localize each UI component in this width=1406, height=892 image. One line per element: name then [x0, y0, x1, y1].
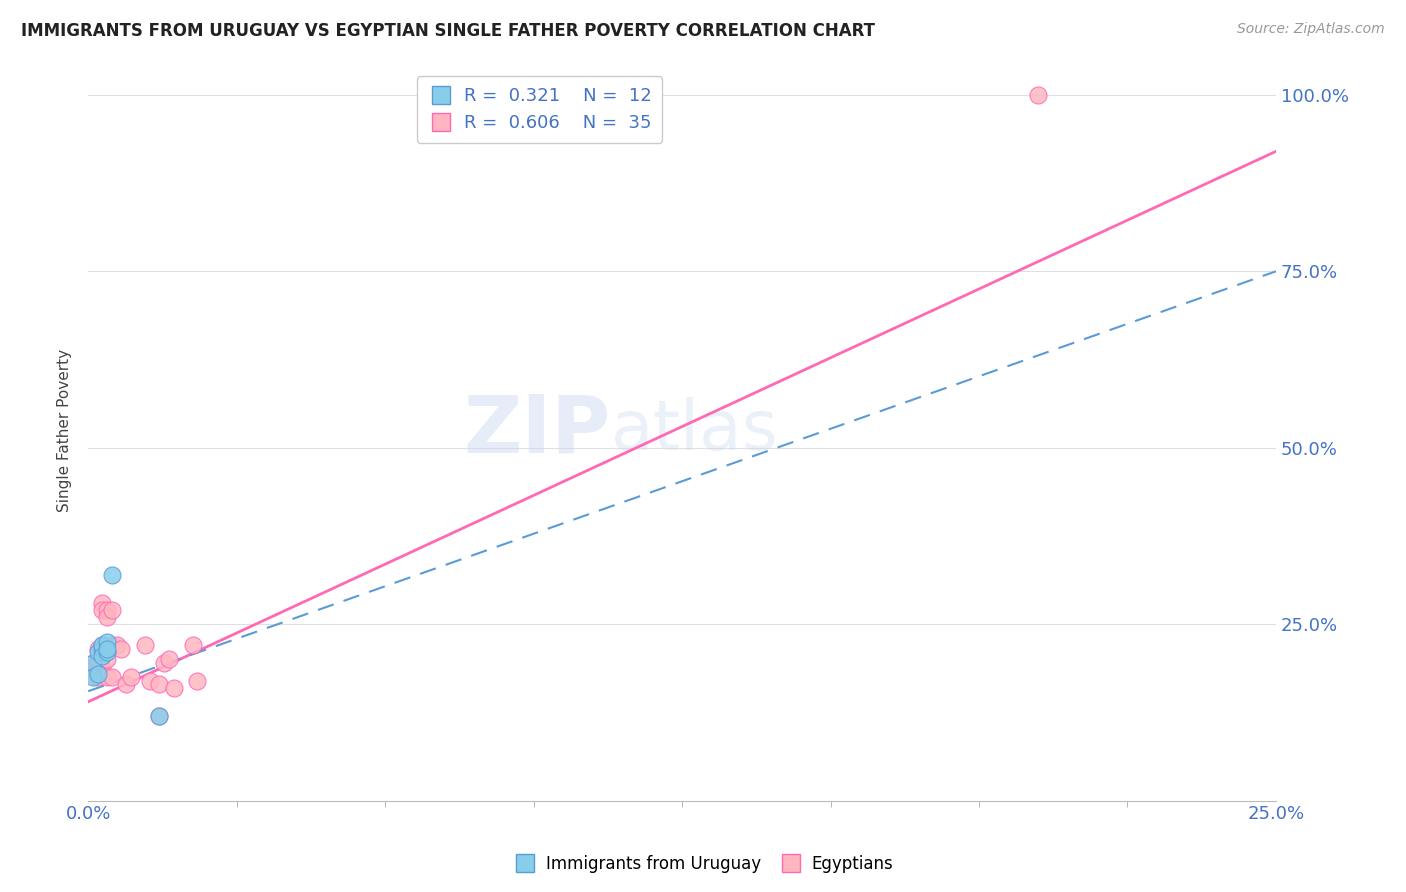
Point [101, 567, 124, 582]
Text: atlas: atlas [610, 397, 779, 464]
Point [82, 659, 104, 673]
Point [96, 610, 118, 624]
Point [1028, 87, 1050, 102]
Point [86, 645, 108, 659]
Point [82, 666, 104, 681]
Point [91, 659, 114, 673]
Point [91, 641, 114, 656]
Point [115, 677, 138, 691]
Point [181, 638, 204, 652]
Point [96, 603, 118, 617]
Point [91, 603, 114, 617]
Point [91, 638, 114, 652]
Point [91, 638, 114, 652]
Point [96, 652, 118, 666]
Text: IMMIGRANTS FROM URUGUAY VS EGYPTIAN SINGLE FATHER POVERTY CORRELATION CHART: IMMIGRANTS FROM URUGUAY VS EGYPTIAN SING… [21, 22, 875, 40]
Point [148, 677, 170, 691]
Point [163, 681, 186, 695]
Legend: R =  0.321    N =  12, R =  0.606    N =  35: R = 0.321 N = 12, R = 0.606 N = 35 [416, 76, 662, 143]
Point [86, 666, 108, 681]
Point [101, 638, 124, 652]
Point [186, 673, 208, 688]
Point [91, 648, 114, 663]
Text: ZIP: ZIP [464, 391, 610, 469]
Point [82, 670, 104, 684]
Point [148, 709, 170, 723]
Point [82, 656, 104, 670]
Point [153, 656, 176, 670]
Point [101, 603, 124, 617]
Point [86, 656, 108, 670]
Point [134, 638, 156, 652]
Point [86, 652, 108, 666]
Point [96, 645, 118, 659]
Point [91, 596, 114, 610]
Point [157, 652, 180, 666]
Point [86, 659, 108, 673]
Point [105, 638, 128, 652]
Point [86, 641, 108, 656]
Point [86, 663, 108, 677]
Point [96, 635, 118, 649]
Point [120, 670, 142, 684]
Point [86, 670, 108, 684]
Text: Source: ZipAtlas.com: Source: ZipAtlas.com [1237, 22, 1385, 37]
Point [110, 641, 132, 656]
Point [96, 670, 118, 684]
Legend: Immigrants from Uruguay, Egyptians: Immigrants from Uruguay, Egyptians [506, 848, 900, 880]
Point [82, 656, 104, 670]
Point [148, 709, 170, 723]
Point [139, 673, 162, 688]
Point [82, 663, 104, 677]
Point [96, 641, 118, 656]
Y-axis label: Single Father Poverty: Single Father Poverty [58, 349, 72, 512]
Point [101, 670, 124, 684]
